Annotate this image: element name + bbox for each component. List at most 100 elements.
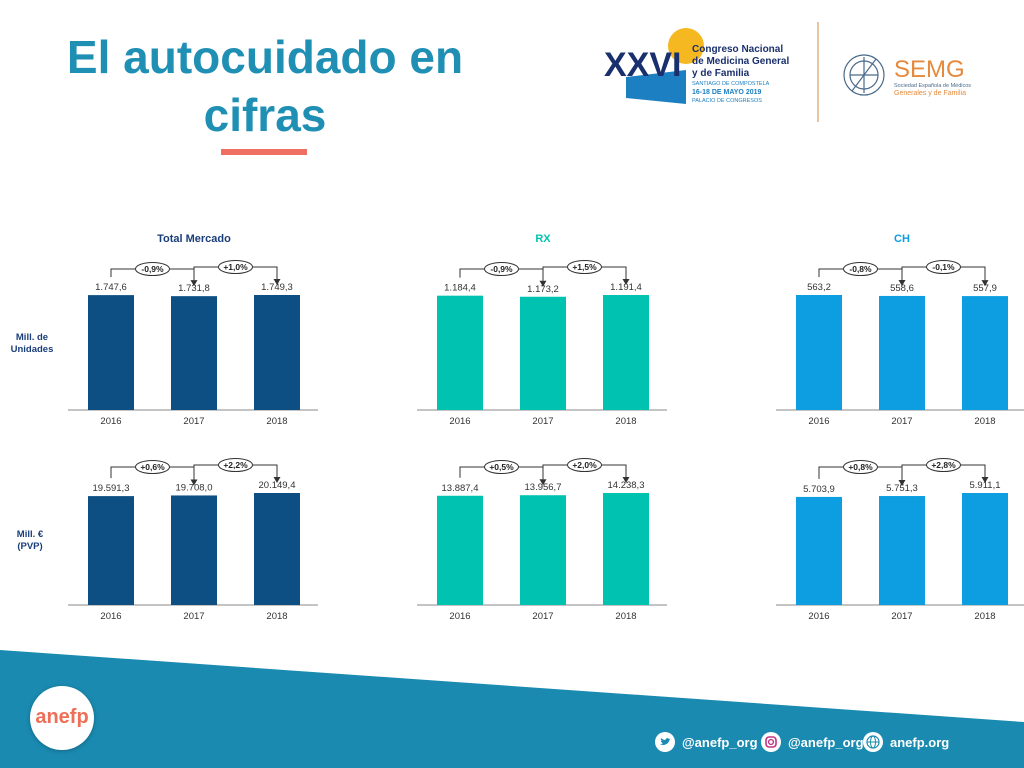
bar <box>171 495 217 605</box>
bar <box>603 493 649 605</box>
arrow-head-icon <box>539 479 547 486</box>
bar <box>962 493 1008 605</box>
change-bubble <box>567 260 602 274</box>
change-bubble <box>843 262 878 276</box>
value-label: 1.191,4 <box>610 282 642 293</box>
value-label: 1.747,6 <box>95 282 127 293</box>
change-bubble <box>218 260 253 274</box>
value-label: 557,9 <box>973 283 997 294</box>
change-bubble <box>843 460 878 474</box>
congreso-numeral: XXVI <box>604 46 681 84</box>
semg-name: SEMG <box>894 56 965 83</box>
change-label: -0,1% <box>932 262 955 272</box>
semg-logo: SEMG Sociedad Española de Médicos Genera… <box>843 54 971 97</box>
congreso-dates: 16-18 DE MAYO 2019 <box>692 89 761 96</box>
change-label: +0,6% <box>140 462 165 472</box>
bar <box>254 295 300 410</box>
tick-label: 2017 <box>532 611 553 622</box>
bar <box>879 496 925 605</box>
value-label: 1.173,2 <box>527 284 559 295</box>
tick-label: 2016 <box>100 611 121 622</box>
caduceus-icon <box>843 54 885 96</box>
instagram-icon <box>760 731 782 753</box>
website-link[interactable]: anefp.org <box>862 731 949 753</box>
value-label: 19.708,0 <box>176 482 213 493</box>
arrow-head-icon <box>622 477 630 483</box>
tick-label: 2016 <box>449 611 470 622</box>
value-label: 13.887,4 <box>442 483 479 494</box>
bar <box>796 295 842 410</box>
tick-label: 2017 <box>183 416 204 427</box>
change-label: -0,9% <box>141 264 164 274</box>
chart-title: CH <box>894 233 910 245</box>
bar <box>254 493 300 605</box>
title-line-2: cifras <box>203 89 327 141</box>
arrow-head-icon <box>622 279 630 285</box>
congreso-line2: de Medicina General <box>692 56 789 67</box>
row-label-units: Mill. de Unidades <box>2 332 62 356</box>
change-bubble <box>926 458 961 472</box>
change-bubble <box>484 262 519 276</box>
tick-label: 2016 <box>808 611 829 622</box>
instagram-link[interactable]: @anefp_org <box>760 731 864 753</box>
tick-label: 2018 <box>266 611 287 622</box>
bar <box>603 295 649 410</box>
congreso-logo: XXVI Congreso Nacional de Medicina Gener… <box>604 28 789 104</box>
value-label: 1.184,4 <box>444 283 476 294</box>
bar <box>437 495 483 605</box>
twitter-icon <box>654 731 676 753</box>
change-label: +2,0% <box>572 460 597 470</box>
globe-icon <box>862 731 884 753</box>
arrow-head-icon <box>898 480 906 487</box>
twitter-link[interactable]: @anefp_org <box>654 731 758 753</box>
arrow-head-icon <box>273 279 281 285</box>
value-label: 20.149,4 <box>259 480 296 491</box>
change-label: +0,8% <box>848 462 873 472</box>
slide-title: El autocuidado en cifras <box>40 28 490 144</box>
tick-label: 2017 <box>891 611 912 622</box>
change-label: +1,0% <box>223 262 248 272</box>
value-label: 563,2 <box>807 282 831 293</box>
tick-label: 2018 <box>974 416 995 427</box>
value-label: 1.731,8 <box>178 283 210 294</box>
change-bubble <box>484 460 519 474</box>
change-bubble <box>926 260 961 274</box>
tick-label: 2018 <box>266 416 287 427</box>
tick-label: 2018 <box>615 611 636 622</box>
anefp-logo: anefp <box>30 686 94 750</box>
row-label-euros-line2: (PVP) <box>17 541 43 552</box>
instagram-handle: @anefp_org <box>788 734 864 750</box>
change-label: +2,2% <box>223 460 248 470</box>
book-icon <box>626 70 686 104</box>
website-url: anefp.org <box>890 734 950 750</box>
change-label: -0,9% <box>490 264 513 274</box>
arrow-head-icon <box>273 477 281 483</box>
arrow-head-icon <box>981 280 989 287</box>
chart-title: Total Mercado <box>157 233 231 245</box>
twitter-handle: @anefp_org <box>682 734 758 750</box>
row-label-units-line1: Mill. de <box>15 332 49 343</box>
row-label-euros-line1: Mill. € <box>16 529 44 540</box>
change-label: +2,8% <box>931 460 956 470</box>
tick-label: 2016 <box>808 416 829 427</box>
change-label: +1,5% <box>572 262 597 272</box>
value-label: 19.591,3 <box>93 483 130 494</box>
semg-line2: Generales y de Familia <box>894 90 966 97</box>
value-label: 558,6 <box>890 283 914 294</box>
bar <box>879 295 925 410</box>
charts-grid: Total Mercado 1.747,6 2016 1.731,8 2017 1.749… <box>68 233 1024 622</box>
row-label-units-line2: Unidades <box>10 344 54 355</box>
value-label: 5.911,1 <box>970 480 1001 491</box>
semg-line1: Sociedad Española de Médicos <box>894 83 971 89</box>
tick-label: 2017 <box>183 611 204 622</box>
bar <box>520 296 566 410</box>
change-bubble <box>135 262 170 276</box>
bar <box>88 295 134 410</box>
sun-icon <box>668 28 704 64</box>
change-bubble <box>567 458 602 472</box>
value-label: 5.751,3 <box>886 483 918 494</box>
bar <box>962 296 1008 410</box>
chart-title: RX <box>535 233 551 245</box>
change-label: +0,5% <box>489 462 514 472</box>
bar <box>437 295 483 410</box>
